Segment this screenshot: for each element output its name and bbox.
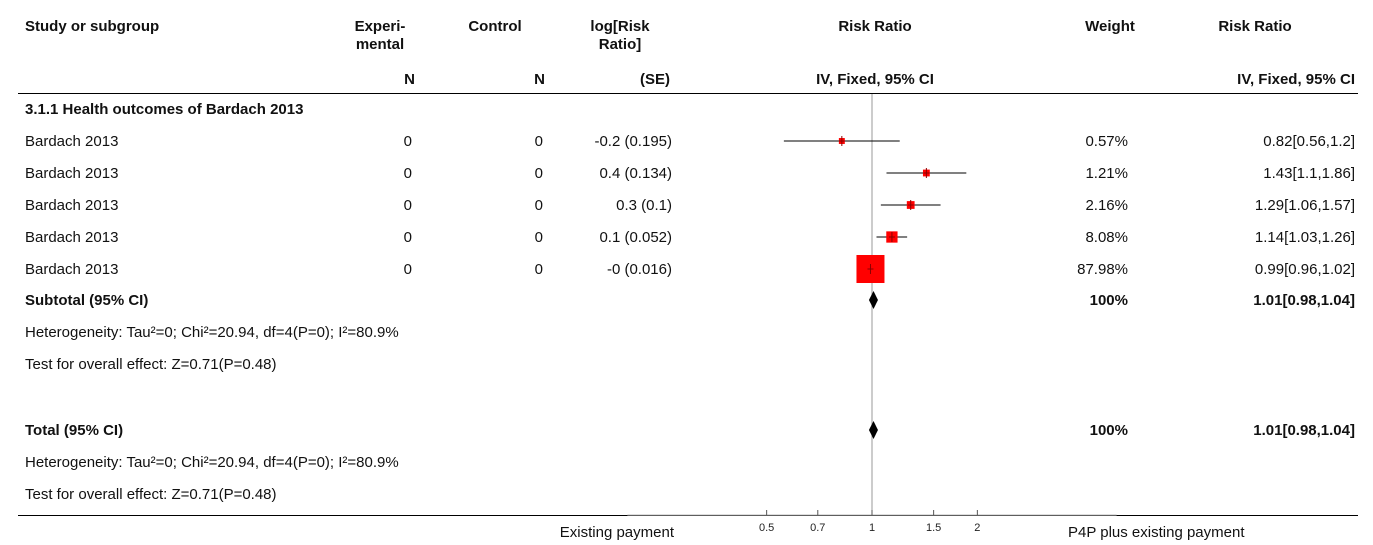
study-weight: 2.16% — [1085, 197, 1128, 214]
subheader-logrr-se: (SE) — [640, 71, 670, 88]
study-logrr-se: -0.2 (0.195) — [594, 133, 672, 150]
study-rr-ci: 1.14[1.03,1.26] — [1254, 229, 1355, 246]
study-weight: 1.21% — [1085, 165, 1128, 182]
study-weight: 8.08% — [1085, 229, 1128, 246]
study-ctrl-n: 0 — [534, 133, 543, 150]
subtotal-rr-ci: 1.01[0.98,1.04] — [1253, 292, 1355, 309]
header-control: Control — [468, 18, 522, 35]
study-weight: 0.57% — [1085, 133, 1128, 150]
subtotal-overall-effect: Test for overall effect: Z=0.71(P=0.48) — [25, 356, 277, 373]
header-experimental-line1: Experi- — [354, 18, 406, 35]
header-rr: Risk Ratio — [1218, 18, 1292, 35]
study-logrr-se: 0.1 (0.052) — [599, 229, 672, 246]
footer-right-label: P4P plus existing payment — [1068, 524, 1245, 541]
study-name: Bardach 2013 — [25, 229, 119, 246]
x-tick-label: 0.5 — [759, 522, 774, 534]
subheader-rr: IV, Fixed, 95% CI — [1237, 71, 1355, 88]
study-name: Bardach 2013 — [25, 165, 119, 182]
x-tick-label: 1.5 — [926, 522, 941, 534]
subgroup-title: 3.1.1 Health outcomes of Bardach 2013 — [25, 101, 304, 118]
x-tick-label: 2 — [974, 522, 980, 534]
study-exp-n: 0 — [403, 165, 412, 182]
subheader-forest: IV, Fixed, 95% CI — [816, 71, 934, 88]
study-exp-n: 0 — [403, 229, 412, 246]
footer-left-label: Existing payment — [559, 524, 674, 541]
study-ctrl-n: 0 — [534, 197, 543, 214]
subtotal-label: Subtotal (95% CI) — [25, 292, 149, 309]
header-logrr-line1: log[Risk — [590, 18, 650, 35]
study-rr-ci: 0.82[0.56,1.2] — [1263, 133, 1355, 150]
header-experimental-line2: mental — [355, 36, 405, 53]
study-weight: 87.98% — [1077, 261, 1128, 278]
study-logrr-se: -0 (0.016) — [606, 261, 672, 278]
header-study: Study or subgroup — [25, 18, 160, 35]
study-ctrl-n: 0 — [534, 261, 543, 278]
total-label: Total (95% CI) — [25, 422, 124, 439]
x-tick-label: 1 — [869, 522, 875, 534]
total-weight: 100% — [1089, 422, 1128, 439]
subheader-ctrl-n: N — [534, 71, 545, 88]
x-tick-label: 0.7 — [810, 522, 825, 534]
subtotal-diamond — [868, 291, 878, 309]
header-divider — [18, 93, 1358, 94]
study-name: Bardach 2013 — [25, 133, 119, 150]
header-weight: Weight — [1085, 18, 1135, 35]
header-forest: Risk Ratio — [838, 18, 912, 35]
study-name: Bardach 2013 — [25, 197, 119, 214]
subtotal-weight: 100% — [1089, 292, 1128, 309]
study-ctrl-n: 0 — [534, 165, 543, 182]
study-exp-n: 0 — [403, 261, 412, 278]
study-logrr-se: 0.4 (0.134) — [599, 165, 672, 182]
header-logrr-line2: Ratio] — [598, 36, 642, 53]
study-exp-n: 0 — [403, 197, 412, 214]
subheader-exp-n: N — [404, 71, 415, 88]
study-exp-n: 0 — [403, 133, 412, 150]
study-ctrl-n: 0 — [534, 229, 543, 246]
study-rr-ci: 1.43[1.1,1.86] — [1263, 165, 1355, 182]
subtotal-heterogeneity: Heterogeneity: Tau²=0; Chi²=20.94, df=4(… — [25, 324, 399, 341]
total-diamond — [868, 421, 878, 439]
study-logrr-se: 0.3 (0.1) — [616, 197, 672, 214]
total-heterogeneity: Heterogeneity: Tau²=0; Chi²=20.94, df=4(… — [25, 454, 399, 471]
study-rr-ci: 0.99[0.96,1.02] — [1254, 261, 1355, 278]
study-rr-ci: 1.29[1.06,1.57] — [1254, 197, 1355, 214]
total-rr-ci: 1.01[0.98,1.04] — [1253, 422, 1355, 439]
study-name: Bardach 2013 — [25, 261, 119, 278]
total-overall-effect: Test for overall effect: Z=0.71(P=0.48) — [25, 486, 277, 503]
